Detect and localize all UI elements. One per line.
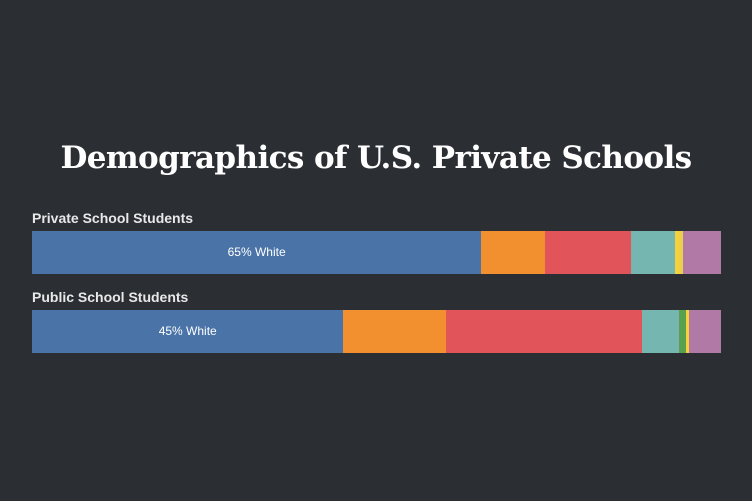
bar-segment-public-4 bbox=[678, 310, 686, 353]
row-label-private: Private School Students bbox=[32, 210, 194, 226]
data-label-private: 65% White bbox=[227, 245, 286, 259]
bar-public-students: 45% White bbox=[32, 310, 721, 353]
bar-segment-public-2 bbox=[446, 310, 642, 353]
bar-segment-private-1 bbox=[481, 231, 546, 274]
data-label-public: 45% White bbox=[158, 324, 217, 338]
bar-segment-private-5 bbox=[678, 231, 684, 274]
bar-segment-private-0 bbox=[32, 231, 482, 274]
chart-title: Demographics of U.S. Private Schools bbox=[60, 140, 692, 176]
bar-segment-public-1 bbox=[343, 310, 447, 353]
bar-segment-public-3 bbox=[641, 310, 679, 353]
bar-segment-private-3 bbox=[630, 231, 675, 274]
bar-segment-private-2 bbox=[545, 231, 631, 274]
row-label-public: Public School Students bbox=[32, 289, 189, 305]
bar-segment-public-5 bbox=[685, 310, 689, 353]
bar-segment-public-6 bbox=[688, 310, 721, 353]
bar-segment-private-6 bbox=[683, 231, 721, 274]
bar-segment-private-4 bbox=[674, 231, 679, 274]
bar-private-students: 65% White bbox=[32, 231, 721, 274]
bar-segment-public-0 bbox=[32, 310, 344, 353]
